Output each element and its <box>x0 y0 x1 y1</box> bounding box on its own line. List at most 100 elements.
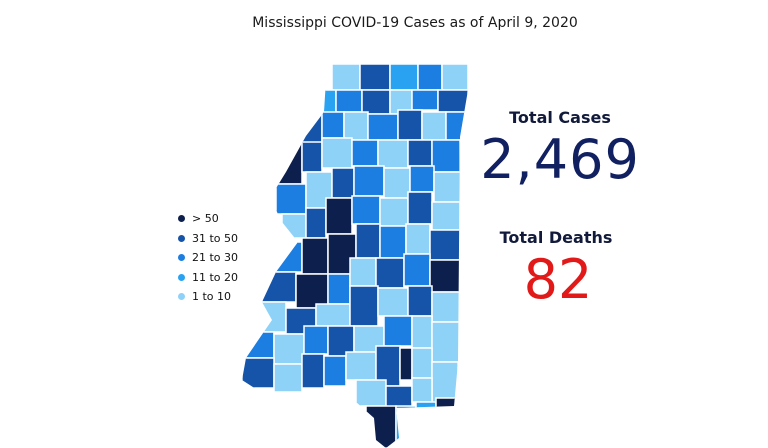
county-grid <box>242 64 468 448</box>
county <box>431 321 461 363</box>
county <box>403 253 431 287</box>
county <box>415 401 437 445</box>
county <box>375 257 405 289</box>
county <box>273 363 303 393</box>
county <box>355 223 381 259</box>
county <box>433 171 463 203</box>
total-cases-value: 2,469 <box>480 128 640 191</box>
county <box>411 347 433 379</box>
county <box>325 197 353 235</box>
county <box>255 301 287 333</box>
legend-swatch <box>178 293 185 301</box>
county <box>431 201 461 231</box>
county <box>385 385 413 409</box>
legend-item: 11 to 20 <box>178 268 238 288</box>
county <box>295 113 323 145</box>
county <box>345 351 377 381</box>
legend-swatch <box>178 273 185 281</box>
county <box>431 139 461 173</box>
county <box>407 139 433 167</box>
legend-swatch <box>178 234 185 242</box>
county <box>303 325 329 355</box>
legend-item: 31 to 50 <box>178 229 238 249</box>
county <box>437 89 468 113</box>
county <box>389 64 419 91</box>
county <box>383 167 411 199</box>
county <box>399 347 413 381</box>
county <box>377 139 409 169</box>
legend-label: 1 to 10 <box>192 290 232 304</box>
county <box>243 331 275 359</box>
county <box>397 109 423 141</box>
county <box>353 165 385 197</box>
county <box>421 111 447 141</box>
county <box>405 223 431 255</box>
county <box>445 111 468 141</box>
county <box>335 89 363 113</box>
county <box>273 333 305 365</box>
county <box>281 213 307 239</box>
legend-label: 31 to 50 <box>192 231 239 245</box>
county <box>295 273 329 309</box>
county <box>411 89 439 111</box>
total-cases-label: Total Cases <box>509 108 611 127</box>
county <box>321 111 345 139</box>
county <box>301 141 323 173</box>
legend-label: 11 to 20 <box>192 270 239 284</box>
county <box>379 197 409 227</box>
map-title: Mississippi COVID-19 Cases as of April 9… <box>252 15 578 31</box>
county <box>367 113 399 141</box>
county <box>301 353 325 389</box>
county <box>261 271 297 303</box>
county <box>435 397 463 439</box>
county <box>377 287 409 317</box>
county <box>361 89 391 115</box>
county <box>331 167 355 199</box>
county <box>411 377 433 403</box>
legend-swatch <box>178 215 185 223</box>
county <box>331 64 361 91</box>
county <box>383 315 413 347</box>
county <box>349 257 377 287</box>
county <box>351 139 379 167</box>
mississippi-county-map <box>242 64 468 448</box>
legend-item: 1 to 10 <box>178 287 238 307</box>
county <box>441 64 468 91</box>
county <box>301 237 329 275</box>
county <box>327 273 351 305</box>
county <box>351 195 381 225</box>
legend-item: 21 to 30 <box>178 248 238 268</box>
map-legend: > 50 31 to 50 21 to 30 11 to 20 1 to 10 <box>178 209 238 307</box>
county <box>431 291 461 323</box>
legend-swatch <box>178 254 185 262</box>
legend-label: 21 to 30 <box>192 251 239 265</box>
county <box>355 379 387 407</box>
county <box>315 303 351 327</box>
county <box>417 64 443 91</box>
county <box>265 241 303 273</box>
county <box>323 355 347 387</box>
county <box>395 405 417 447</box>
legend-item: > 50 <box>178 209 238 229</box>
county <box>242 357 275 389</box>
county <box>349 285 379 327</box>
county <box>365 405 397 448</box>
county <box>343 111 369 141</box>
county <box>275 183 307 215</box>
county <box>409 165 435 193</box>
county <box>359 64 391 91</box>
county <box>305 207 327 239</box>
unreported-area <box>271 227 287 263</box>
county <box>407 191 433 225</box>
county <box>379 225 407 259</box>
county <box>275 143 303 185</box>
county <box>305 89 337 115</box>
county <box>411 315 433 349</box>
legend-label: > 50 <box>192 212 219 226</box>
county <box>407 285 433 317</box>
county <box>429 259 461 293</box>
total-deaths-value: 82 <box>523 248 593 311</box>
county <box>429 229 461 261</box>
total-deaths-label: Total Deaths <box>499 228 613 247</box>
county <box>321 137 353 169</box>
